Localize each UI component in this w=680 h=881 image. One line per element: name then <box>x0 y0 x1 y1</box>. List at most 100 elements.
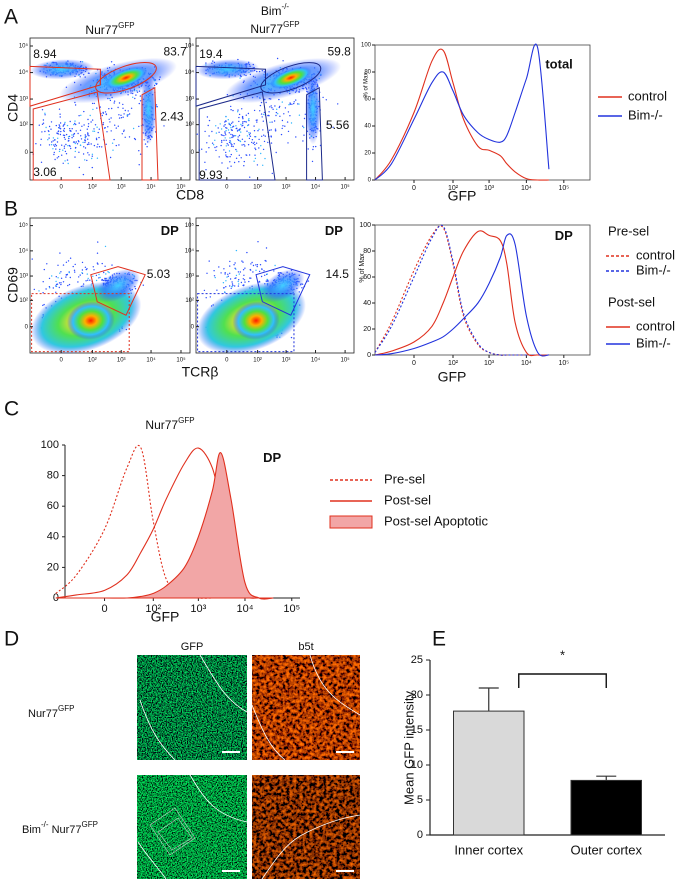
event-dot <box>274 128 277 130</box>
x-tick-label: 10³ <box>282 185 291 191</box>
event-dot <box>231 136 233 139</box>
event-dot <box>101 146 103 148</box>
event-dot <box>112 149 114 151</box>
x-axis-label: GFP <box>438 369 467 385</box>
event-dot <box>48 125 51 128</box>
event-dot <box>224 273 226 275</box>
event-dot <box>270 105 272 107</box>
gate-percent: 5.03 <box>147 267 171 281</box>
event-dot <box>73 123 75 126</box>
event-dot <box>58 282 61 284</box>
superscript: GFP <box>82 820 98 829</box>
event-dot <box>256 121 258 123</box>
event-dot <box>62 281 65 283</box>
event-dot <box>229 137 231 139</box>
event-dot <box>284 107 287 109</box>
event-dot <box>254 136 256 138</box>
event-dot <box>206 142 208 144</box>
event-dot <box>44 114 46 116</box>
event-dot <box>84 147 87 149</box>
event-dot <box>274 264 276 267</box>
x-tick-label: Outer cortex <box>570 842 642 857</box>
event-dot <box>272 108 274 111</box>
x-tick-label: 0 <box>60 185 64 191</box>
event-dot <box>92 108 94 111</box>
micrograph <box>252 775 360 879</box>
event-dot <box>297 103 299 105</box>
gate <box>90 266 146 316</box>
event-dot <box>248 132 250 134</box>
density-blob <box>269 66 312 89</box>
gate <box>29 65 101 107</box>
event-dot <box>98 273 100 276</box>
event-dot <box>257 130 259 132</box>
annotation: DP <box>555 228 573 243</box>
event-dot <box>246 154 248 156</box>
event-dot <box>244 145 246 147</box>
event-dot <box>73 141 76 143</box>
event-dot <box>87 138 89 140</box>
event-dot <box>277 113 279 115</box>
event-dot <box>224 131 226 133</box>
event-dot <box>57 137 59 139</box>
event-dot <box>225 286 227 288</box>
event-dot <box>260 113 263 115</box>
event-dot <box>287 111 290 113</box>
event-dot <box>67 140 70 142</box>
density-blob <box>66 301 115 340</box>
event-dot <box>243 126 246 129</box>
event-dot <box>80 138 83 140</box>
event-dot <box>122 107 124 110</box>
histogram-line <box>374 233 550 357</box>
event-dot <box>196 133 198 135</box>
event-dot <box>238 116 240 119</box>
event-dot <box>132 96 134 99</box>
legend-label: control <box>636 247 675 262</box>
event-dot <box>216 289 218 291</box>
event-dot <box>61 144 63 146</box>
event-dot <box>290 122 293 124</box>
x-tick-label: 0 <box>225 185 229 191</box>
x-tick-label: 10⁵ <box>558 185 569 192</box>
event-dot <box>238 279 240 281</box>
x-tick-label: 10² <box>448 360 459 367</box>
event-dot <box>240 131 242 133</box>
event-dot <box>228 123 230 125</box>
event-dot <box>241 144 243 146</box>
event-dot <box>132 127 135 130</box>
event-dot <box>122 116 124 118</box>
event-dot <box>44 112 46 115</box>
histogram-line <box>55 444 274 599</box>
event-dot <box>242 122 244 124</box>
event-dot <box>289 102 291 104</box>
event-dot <box>221 162 223 164</box>
event-dot <box>115 144 118 147</box>
x-tick-label: 0 <box>225 358 229 364</box>
event-dot <box>264 135 266 137</box>
event-dot <box>51 141 53 143</box>
histogram-line <box>374 230 549 357</box>
event-dot <box>60 130 62 133</box>
gate-percent: 83.7 <box>163 44 187 58</box>
event-dot <box>252 271 254 273</box>
event-dot <box>258 147 260 149</box>
gate-percent: 8.94 <box>33 47 57 61</box>
event-dot <box>244 140 246 143</box>
event-dot <box>265 101 267 104</box>
event-dot <box>245 114 247 116</box>
legend-label: Bim-/- <box>636 335 671 350</box>
event-dot <box>59 122 62 124</box>
event-dot <box>229 285 231 287</box>
event-dot <box>58 127 60 129</box>
y-tick-label: 60 <box>47 500 59 512</box>
event-dot <box>231 285 233 288</box>
x-axis-label: CD8 <box>176 187 204 203</box>
event-dot <box>98 146 101 148</box>
gate <box>195 65 267 107</box>
event-dot <box>231 134 234 136</box>
event-dot <box>48 134 50 136</box>
event-dot <box>86 128 89 130</box>
event-dot <box>237 280 239 283</box>
event-dot <box>278 106 280 109</box>
